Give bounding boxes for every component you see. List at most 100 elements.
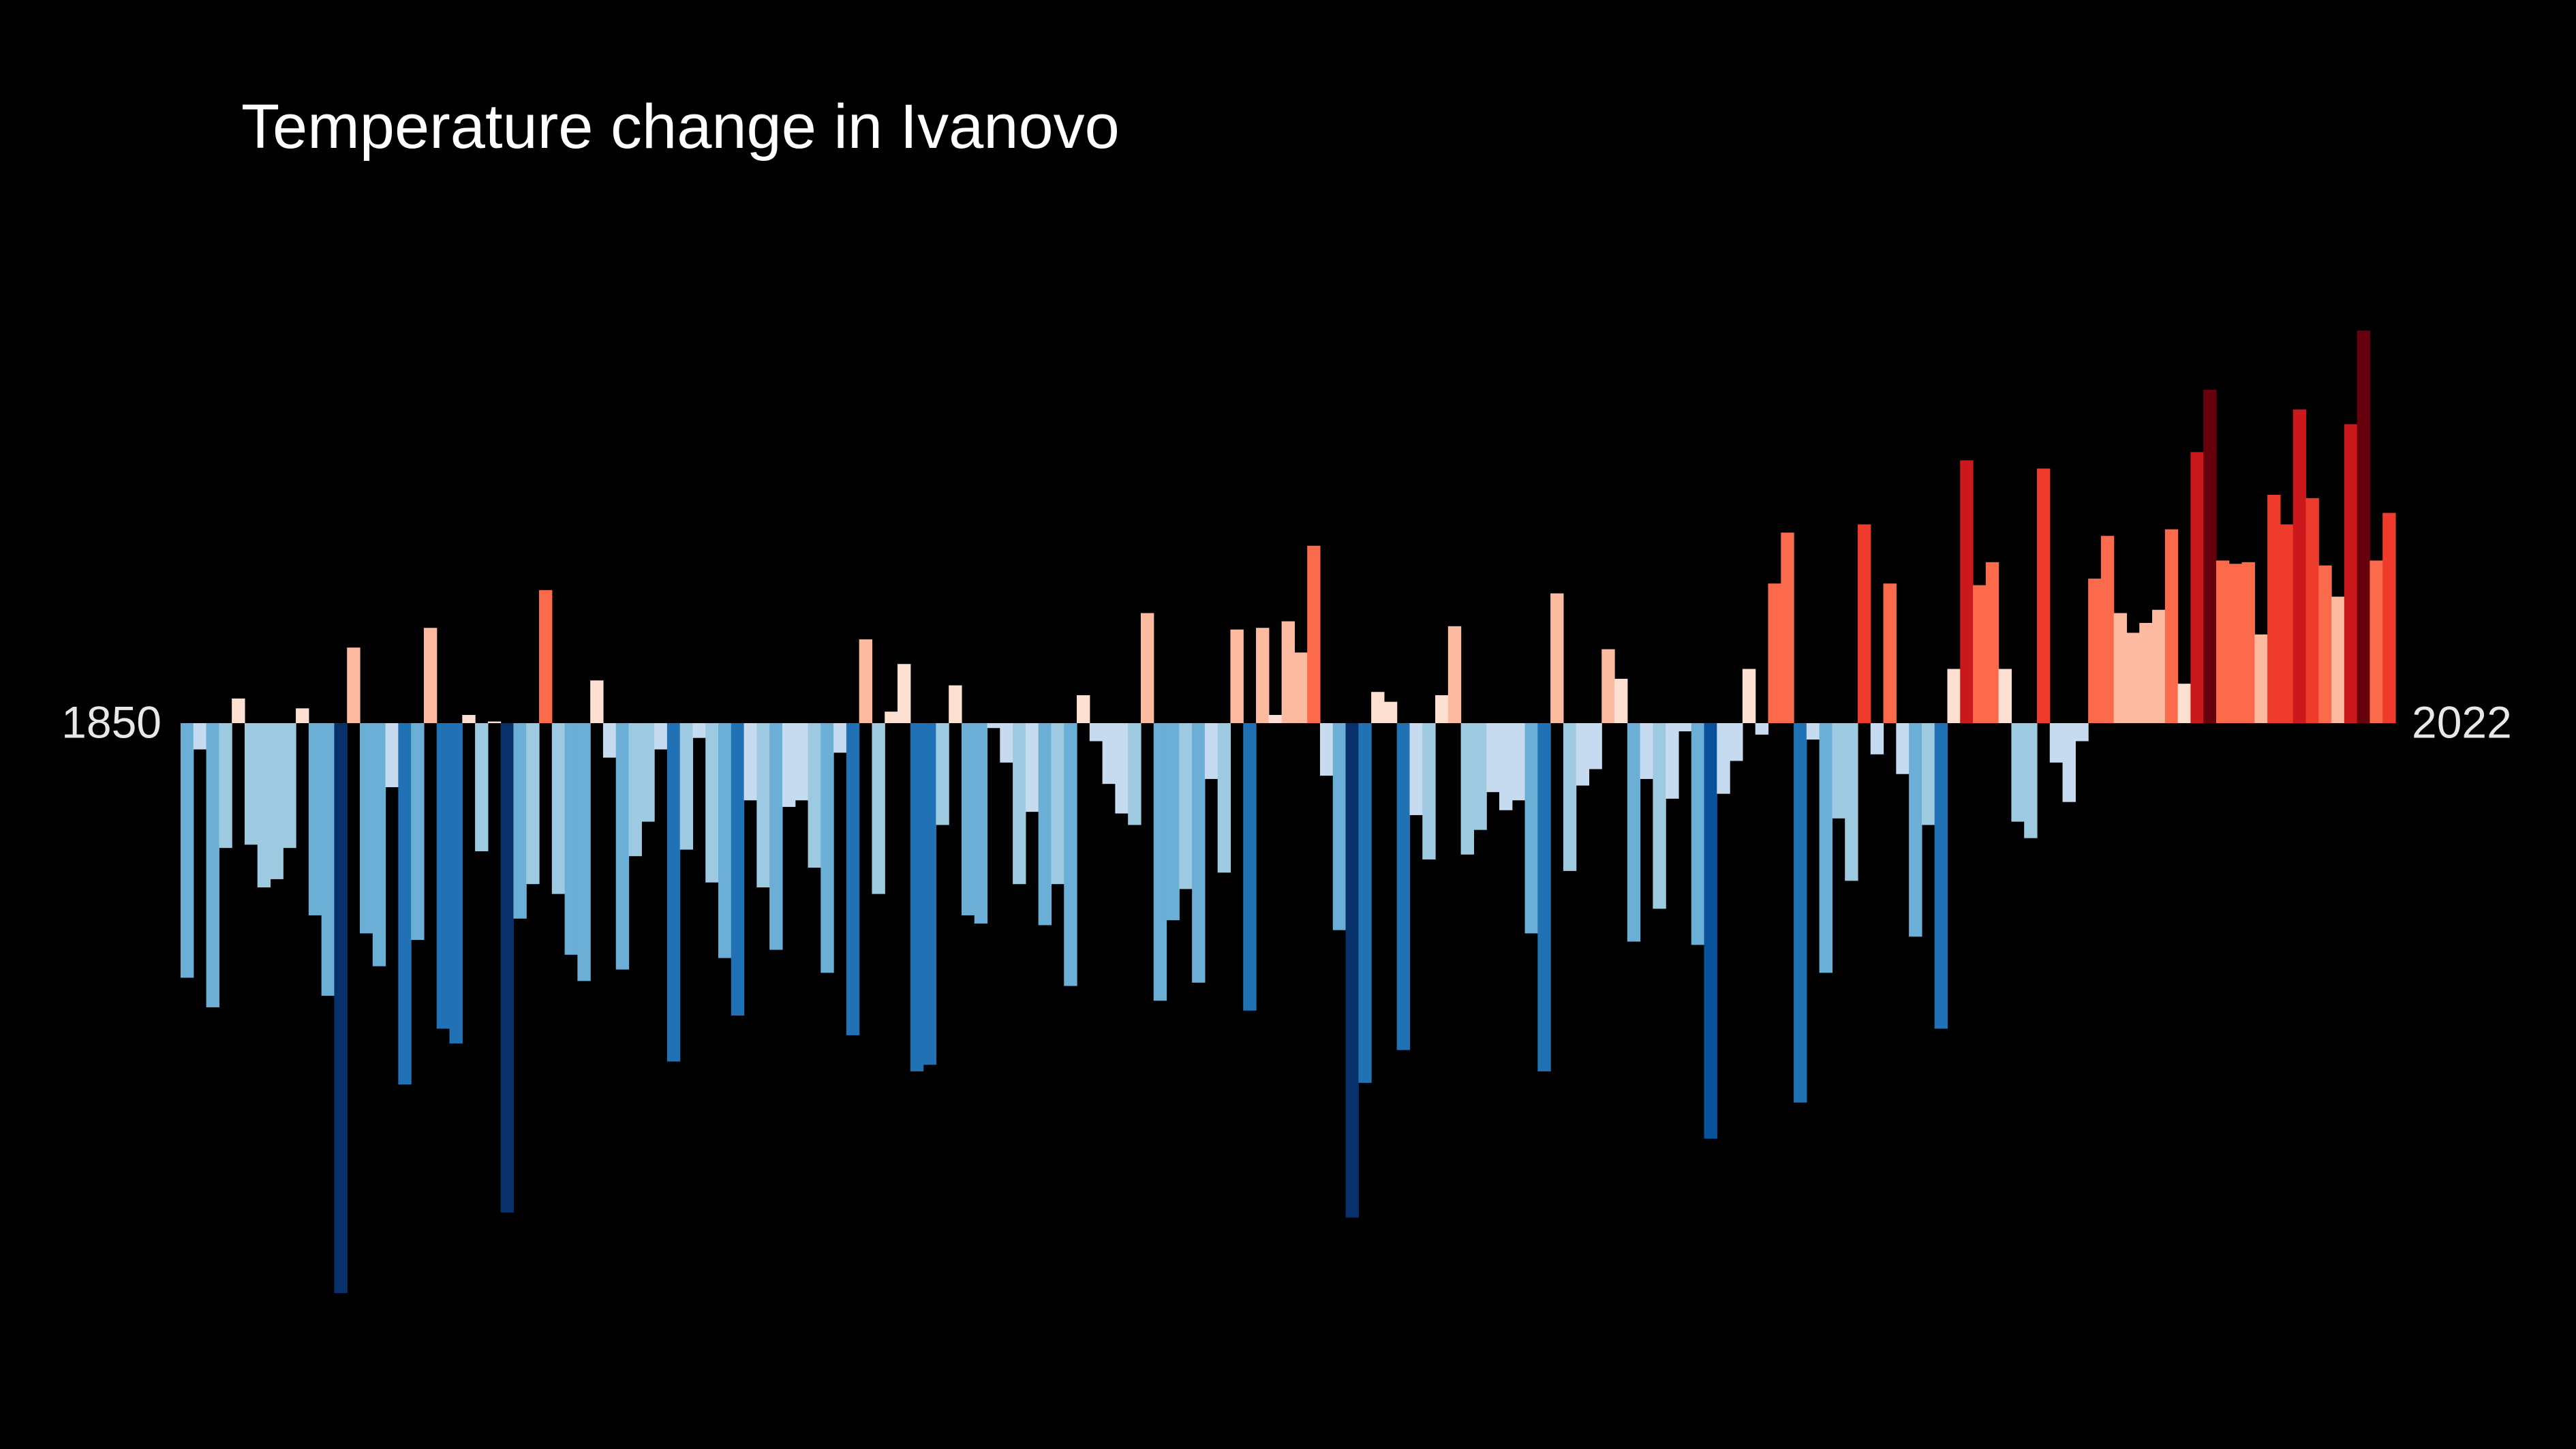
bar (1742, 669, 1756, 723)
bar (615, 723, 630, 970)
bar (1077, 695, 1090, 723)
bar (923, 723, 936, 1065)
chart-title: Temperature change in Ivanovo (241, 92, 1120, 162)
bar (1281, 621, 1295, 723)
bar (2318, 565, 2332, 723)
bar (526, 723, 540, 885)
bar (1166, 723, 1180, 921)
bar (769, 723, 783, 950)
bar (718, 723, 732, 958)
bar (808, 723, 821, 868)
bar (1819, 723, 1833, 973)
bar (1486, 723, 1500, 793)
bar (2203, 389, 2217, 723)
bar (679, 723, 694, 850)
bar (2228, 564, 2243, 723)
bar (2241, 562, 2255, 723)
bar (2177, 684, 2192, 723)
bar (1998, 669, 2012, 723)
bar (1883, 583, 1897, 723)
bar (449, 723, 463, 1043)
bar (833, 723, 847, 753)
bar (283, 723, 296, 849)
bar (2280, 524, 2294, 723)
bar (2305, 498, 2319, 723)
bar (2344, 424, 2358, 723)
bar (1499, 723, 1513, 810)
bar (577, 723, 591, 981)
bar (1038, 723, 1052, 926)
bar (974, 723, 988, 924)
bar (1601, 649, 1615, 723)
bar (1857, 524, 1871, 723)
bar (1204, 723, 1218, 779)
bar (1960, 460, 1974, 723)
bar (1192, 723, 1206, 983)
bar (1243, 723, 1257, 1011)
bar (347, 647, 361, 723)
bar (2049, 723, 2064, 763)
bar (1256, 628, 1270, 723)
bar (885, 712, 898, 723)
bar (2139, 622, 2153, 723)
bar (821, 723, 834, 973)
bar (500, 723, 515, 1213)
bar (2331, 596, 2345, 723)
bar (1576, 723, 1590, 786)
bar (475, 723, 489, 851)
bar (782, 723, 796, 807)
bar (2267, 495, 2281, 723)
bar (590, 680, 604, 723)
bar (2088, 578, 2102, 723)
bar (1179, 723, 1193, 889)
bar (1781, 532, 1794, 723)
bar (1473, 723, 1487, 830)
bar (1845, 723, 1858, 881)
bar (1371, 692, 1385, 723)
bar (257, 723, 271, 887)
bar (2164, 529, 2179, 723)
bar (1294, 652, 1308, 723)
bar (1345, 723, 1359, 1218)
bar (1460, 723, 1474, 855)
bar (1704, 723, 1717, 1139)
bar (1447, 626, 1462, 723)
bar (462, 714, 476, 723)
bar (731, 723, 745, 1016)
bar (1537, 723, 1551, 1071)
bar (872, 723, 885, 894)
bar (936, 723, 949, 825)
bar (308, 723, 322, 915)
bar (1358, 723, 1372, 1083)
bar (1230, 629, 1244, 723)
bar (2075, 723, 2089, 742)
bar (756, 723, 770, 887)
bar (1102, 723, 1116, 784)
bar (1153, 723, 1167, 1001)
bar (2370, 560, 2383, 723)
bar (1691, 723, 1705, 945)
year-label: 1850 (61, 697, 162, 747)
bar (1730, 723, 1743, 761)
bar (1794, 723, 1807, 1103)
bar (1921, 723, 1935, 825)
bar (219, 723, 232, 849)
bar (2382, 513, 2396, 723)
bar (398, 723, 412, 1085)
bar (1000, 723, 1013, 763)
bar (987, 723, 1000, 729)
bar (1140, 613, 1154, 723)
bar (654, 723, 668, 750)
bar (743, 723, 757, 801)
bar (360, 723, 373, 934)
bar (1128, 723, 1141, 825)
bar (1409, 723, 1423, 815)
bar (372, 723, 386, 966)
bar (1614, 678, 1628, 723)
bar (1319, 723, 1334, 776)
bar (1768, 583, 1781, 723)
bar (1524, 723, 1538, 934)
bar (2113, 613, 2128, 723)
bar (1985, 562, 1999, 723)
